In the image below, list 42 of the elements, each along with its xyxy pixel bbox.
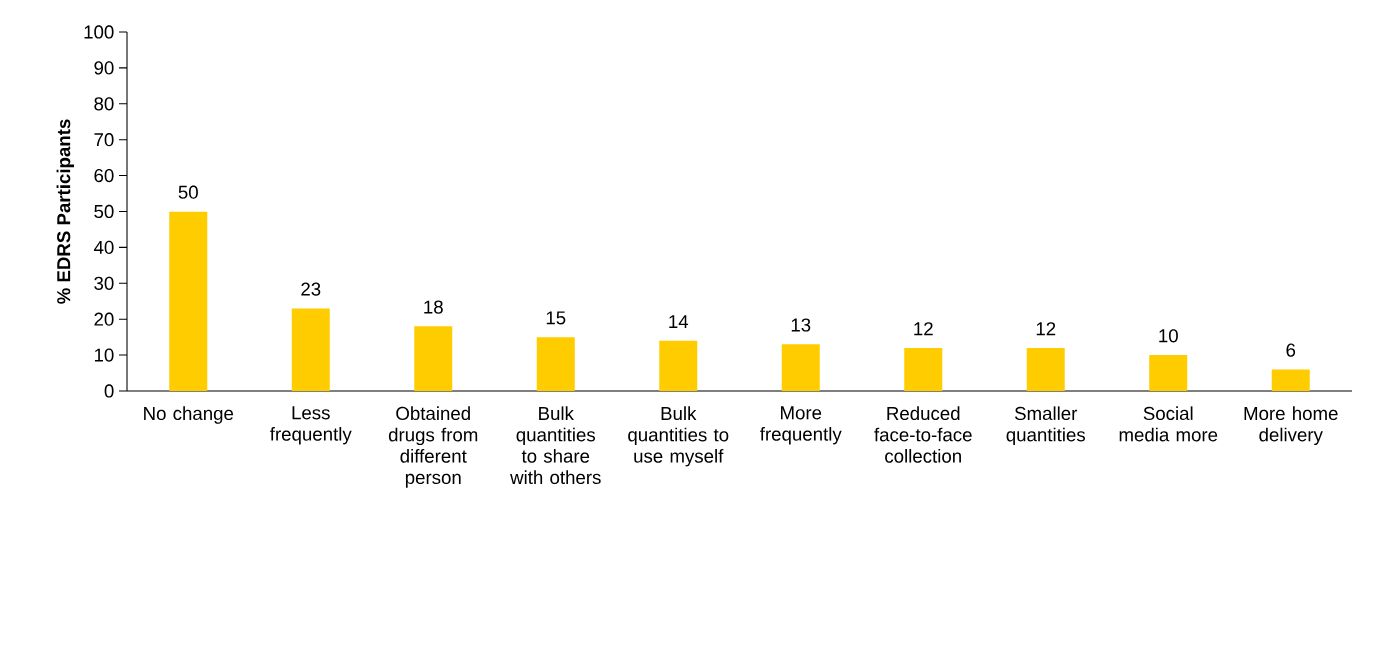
data-label: 14 [669,315,689,329]
y-axis-title: % EDRS Participants [56,119,74,304]
data-label: 15 [546,311,566,325]
data-label: 6 [1286,343,1296,357]
bar [536,337,575,391]
y-tick-label: 40 [93,240,114,254]
y-tick-label: 80 [94,97,114,111]
x-tick-label: No change [144,406,234,424]
x-tick-label: Obtained drugs from different person [388,406,478,488]
y-tick-label: 30 [94,276,114,290]
data-label: 13 [791,318,811,332]
x-tick-label: Bulk quantities to share with others [510,406,601,485]
y-tick-label: 0 [104,384,114,398]
data-label: 50 [178,185,198,199]
bar [1271,369,1310,391]
y-tick-label: 10 [94,348,114,362]
y-tick-label: 100 [84,25,114,39]
data-label: 18 [424,300,443,314]
y-tick-label: 20 [94,312,114,326]
bar [659,340,698,391]
data-label: 23 [301,282,321,296]
bar [169,211,208,391]
x-tick-label: Reduced face-to-face collection [874,406,972,463]
data-label: 12 [1036,322,1056,336]
bar [904,347,943,391]
bar [291,308,330,391]
bar [1026,347,1065,391]
y-tick-label: 50 [94,204,114,219]
y-tick-label: 60 [94,168,114,183]
bar [1149,355,1188,391]
x-tick-label: More home delivery [1244,406,1338,446]
bar [781,344,820,391]
data-label: 10 [1159,329,1178,343]
data-label: 12 [914,322,933,336]
x-tick-label: Less frequently [270,406,352,445]
y-tick-label: 70 [94,133,114,147]
x-tick-label: Smaller quantities [1006,406,1086,446]
bar [414,326,453,391]
x-tick-label: Bulk quantities to use myself [628,406,729,467]
x-tick-label: Social media more [1119,406,1218,442]
y-tick-label: 90 [94,61,114,75]
x-tick-label: More frequently [760,406,842,445]
